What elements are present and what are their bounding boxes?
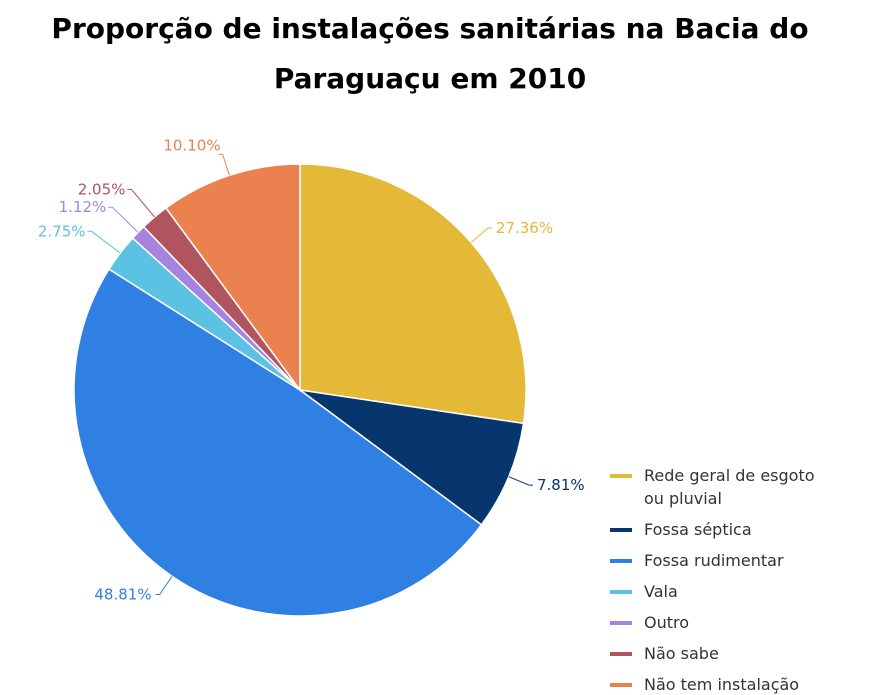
slice-label-vala: 2.75% <box>38 222 86 240</box>
pie-slice-fossa-septica <box>299 389 525 526</box>
legend-label-nao-sabe: Não sabe <box>644 644 719 663</box>
legend-label-vala: Vala <box>644 582 678 601</box>
leader-line-rede-geral-de-esgoto-ou-pluvial <box>470 227 492 243</box>
legend-swatch-outro <box>610 621 632 625</box>
legend-swatch-vala <box>610 590 632 594</box>
chart-title: Proporção de instalações sanitárias na B… <box>51 12 809 95</box>
slice-label-fossa-septica: 7.81% <box>537 476 585 494</box>
legend-swatch-fossa-rudimentar <box>610 559 632 563</box>
slice-label-outro: 1.12% <box>59 198 107 216</box>
legend: Rede geral de esgoto ou pluvial Fossa sépt… <box>610 466 815 694</box>
slice-label-rede-geral-de-esgoto-ou-pluvial: 27.36% <box>496 219 553 237</box>
slice-labels: 27.36% 7.81% 48.81% 2.75% 1.12%2.05% 10.10% <box>38 136 585 603</box>
leader-line-fossa-rudimentar <box>155 576 173 595</box>
slice-label-nao-sabe: 2.05% <box>78 180 126 198</box>
leader-line-vala <box>87 230 121 254</box>
pie-slices <box>73 163 527 617</box>
legend-label-nao-tem-instalacao: Não tem instalação <box>644 675 799 694</box>
leader-lines <box>87 153 533 595</box>
legend-label-outro: Outro <box>644 613 689 632</box>
legend-swatch-nao-sabe <box>610 652 632 656</box>
legend-swatch-fossa-septica <box>610 528 632 532</box>
legend-swatch-rede-geral-de-esgoto-ou-pluvial <box>610 474 632 478</box>
leader-line-outro <box>108 206 139 233</box>
leader-line-fossa-septica <box>508 476 533 486</box>
slice-label-fossa-rudimentar: 48.81% <box>94 586 151 604</box>
pie-slice-rede-geral-de-esgoto-ou-pluvial <box>299 163 527 425</box>
legend-swatch-nao-tem-instalacao <box>610 683 632 687</box>
legend-label-fossa-septica: Fossa séptica <box>644 520 752 539</box>
legend-label-fossa-rudimentar: Fossa rudimentar <box>644 551 784 570</box>
leader-line-nao-sabe <box>127 188 155 218</box>
slice-label-nao-tem-instalacao: 10.10% <box>163 136 220 154</box>
leader-line-nao-tem-instalacao <box>218 153 230 176</box>
legend-label-rede-geral-de-esgoto-ou-pluvial: Rede geral de esgoto ou pluvial <box>644 466 815 508</box>
